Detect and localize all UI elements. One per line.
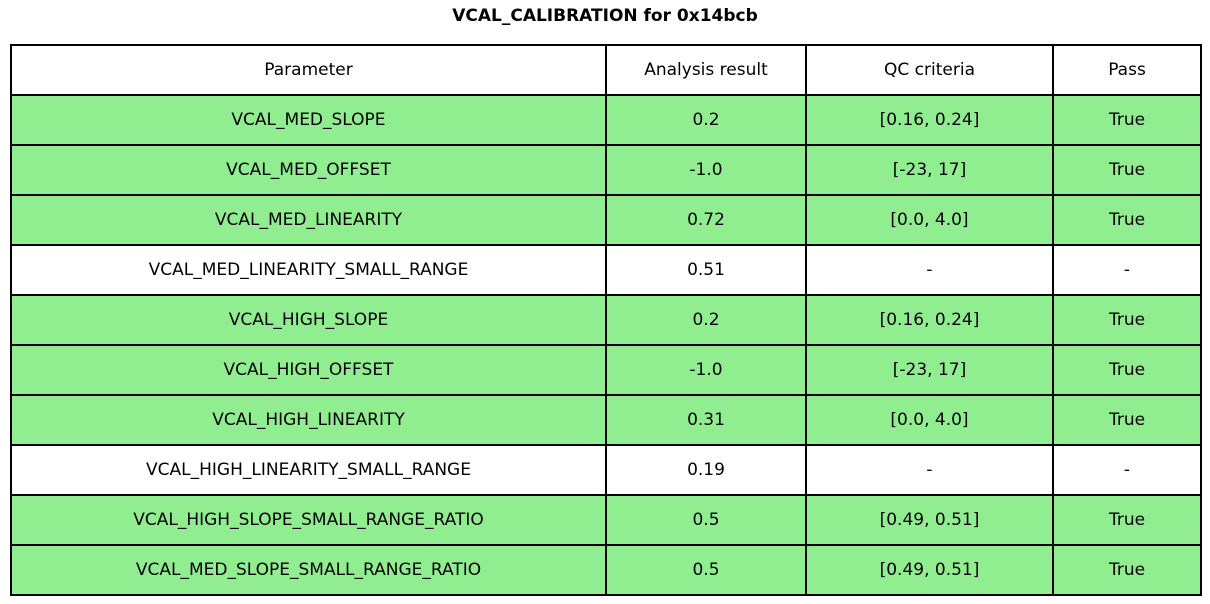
analysis-result-cell: 0.72: [605, 194, 807, 246]
table-row: VCAL_MED_SLOPE_SMALL_RANGE_RATIO 0.5 [0.…: [10, 544, 1202, 596]
header-parameter: Parameter: [10, 44, 607, 96]
qc-criteria-cell: [0.16, 0.24]: [805, 94, 1054, 146]
analysis-result-cell: 0.2: [605, 94, 807, 146]
qc-criteria-cell: [0.16, 0.24]: [805, 294, 1054, 346]
parameter-cell: VCAL_HIGH_SLOPE_SMALL_RANGE_RATIO: [10, 494, 607, 546]
parameter-cell: VCAL_MED_LINEARITY: [10, 194, 607, 246]
parameter-cell: VCAL_MED_OFFSET: [10, 144, 607, 196]
pass-cell: True: [1052, 494, 1202, 546]
analysis-result-cell: 0.51: [605, 244, 807, 296]
parameter-cell: VCAL_HIGH_LINEARITY: [10, 394, 607, 446]
parameter-cell: VCAL_HIGH_SLOPE: [10, 294, 607, 346]
table-row: VCAL_HIGH_SLOPE_SMALL_RANGE_RATIO 0.5 [0…: [10, 494, 1202, 546]
parameter-cell: VCAL_MED_LINEARITY_SMALL_RANGE: [10, 244, 607, 296]
table-row: VCAL_HIGH_SLOPE 0.2 [0.16, 0.24] True: [10, 294, 1202, 346]
header-pass: Pass: [1052, 44, 1202, 96]
table-row: VCAL_MED_OFFSET -1.0 [-23, 17] True: [10, 144, 1202, 196]
table-row: VCAL_MED_LINEARITY_SMALL_RANGE 0.51 - -: [10, 244, 1202, 296]
parameter-cell: VCAL_MED_SLOPE_SMALL_RANGE_RATIO: [10, 544, 607, 596]
pass-cell: True: [1052, 394, 1202, 446]
analysis-result-cell: -1.0: [605, 344, 807, 396]
pass-cell: True: [1052, 144, 1202, 196]
analysis-result-cell: 0.2: [605, 294, 807, 346]
analysis-result-cell: 0.31: [605, 394, 807, 446]
analysis-result-cell: 0.5: [605, 544, 807, 596]
table-row: VCAL_HIGH_LINEARITY 0.31 [0.0, 4.0] True: [10, 394, 1202, 446]
qc-criteria-cell: [0.0, 4.0]: [805, 194, 1054, 246]
table-row: VCAL_HIGH_OFFSET -1.0 [-23, 17] True: [10, 344, 1202, 396]
pass-cell: True: [1052, 94, 1202, 146]
qc-criteria-cell: [0.0, 4.0]: [805, 394, 1054, 446]
pass-cell: -: [1052, 244, 1202, 296]
pass-cell: -: [1052, 444, 1202, 496]
qc-results-table: Parameter Analysis result QC criteria Pa…: [10, 44, 1202, 596]
analysis-result-cell: 0.19: [605, 444, 807, 496]
parameter-cell: VCAL_HIGH_LINEARITY_SMALL_RANGE: [10, 444, 607, 496]
pass-cell: True: [1052, 344, 1202, 396]
table-row: VCAL_HIGH_LINEARITY_SMALL_RANGE 0.19 - -: [10, 444, 1202, 496]
header-qc-criteria: QC criteria: [805, 44, 1054, 96]
pass-cell: True: [1052, 544, 1202, 596]
table-body: VCAL_MED_SLOPE 0.2 [0.16, 0.24] True VCA…: [10, 94, 1202, 596]
pass-cell: True: [1052, 194, 1202, 246]
qc-criteria-cell: -: [805, 244, 1054, 296]
figure-title: VCAL_CALIBRATION for 0x14bcb: [452, 6, 758, 26]
table-row: VCAL_MED_SLOPE 0.2 [0.16, 0.24] True: [10, 94, 1202, 146]
qc-criteria-cell: -: [805, 444, 1054, 496]
parameter-cell: VCAL_HIGH_OFFSET: [10, 344, 607, 396]
qc-criteria-cell: [-23, 17]: [805, 144, 1054, 196]
parameter-cell: VCAL_MED_SLOPE: [10, 94, 607, 146]
header-analysis-result: Analysis result: [605, 44, 807, 96]
pass-cell: True: [1052, 294, 1202, 346]
qc-criteria-cell: [-23, 17]: [805, 344, 1054, 396]
analysis-result-cell: -1.0: [605, 144, 807, 196]
table-row: VCAL_MED_LINEARITY 0.72 [0.0, 4.0] True: [10, 194, 1202, 246]
analysis-result-cell: 0.5: [605, 494, 807, 546]
qc-criteria-cell: [0.49, 0.51]: [805, 544, 1054, 596]
qc-criteria-cell: [0.49, 0.51]: [805, 494, 1054, 546]
table-header-row: Parameter Analysis result QC criteria Pa…: [10, 44, 1202, 96]
